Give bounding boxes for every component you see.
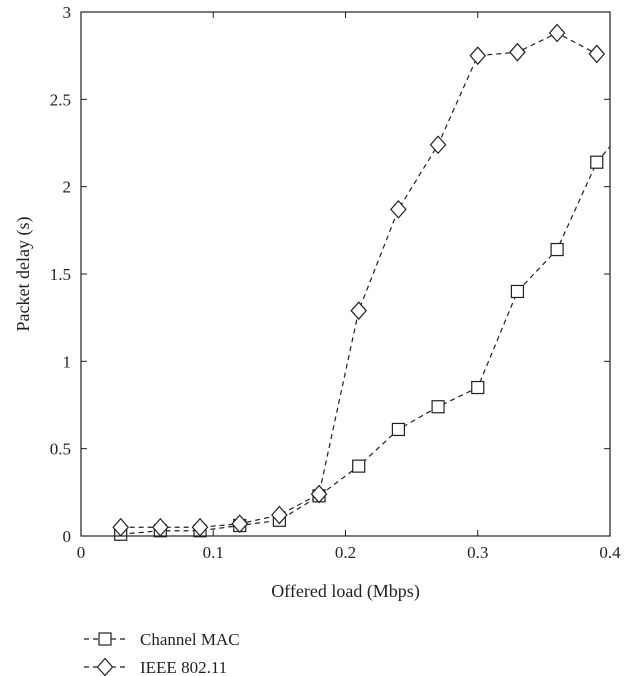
x-tick-label: 0.2 — [335, 543, 356, 562]
y-tick-label: 1.5 — [50, 265, 71, 284]
y-tick-label: 2.5 — [50, 90, 71, 109]
plot-marks — [112, 23, 611, 541]
legend: Channel MAC IEEE 802.11 — [84, 630, 240, 676]
data-point-ieee-802-11 — [548, 23, 566, 43]
data-point-ieee-802-11 — [350, 301, 368, 321]
series-line-ieee-802-11 — [120, 32, 598, 528]
legend-item-channel-mac: Channel MAC — [84, 630, 240, 649]
data-point-channel-mac — [391, 422, 405, 437]
data-point-channel-mac — [550, 242, 564, 257]
data-point-ieee-802-11 — [509, 42, 526, 62]
legend-label: Channel MAC — [140, 630, 240, 649]
y-tick-label: 3 — [63, 3, 72, 22]
legend-marker — [98, 632, 112, 646]
plot-frame — [80, 11, 611, 537]
y-tick-label: 0 — [63, 527, 72, 546]
data-point-channel-mac — [352, 459, 366, 473]
x-tick-label: 0 — [77, 543, 86, 562]
legend-marker — [96, 657, 114, 676]
y-tick-label: 1 — [63, 352, 72, 371]
data-point-ieee-802-11 — [588, 44, 606, 64]
data-point-channel-mac — [590, 155, 604, 169]
axis-ticks: 0 0.1 0.2 0.3 0.4 0 0.5 1 1.5 2 2.5 3 — [50, 3, 621, 562]
data-point-channel-mac — [471, 380, 485, 395]
series-line-channel-mac — [120, 161, 598, 535]
x-axis-label: Offered load (Mbps) — [271, 581, 420, 602]
legend-label: IEEE 802.11 — [140, 658, 227, 676]
y-tick-label: 2 — [63, 178, 72, 197]
x-tick-label: 0.4 — [599, 543, 621, 562]
x-tick-label: 0.1 — [203, 543, 224, 562]
data-point-ieee-802-11 — [271, 505, 288, 525]
legend-item-ieee-802-11: IEEE 802.11 — [84, 657, 227, 676]
x-tick-label: 0.3 — [467, 543, 488, 562]
data-point-channel-mac — [431, 400, 445, 414]
y-axis-label: Packet delay (s) — [13, 217, 34, 332]
data-point-ieee-802-11 — [310, 484, 328, 504]
data-point-channel-mac — [510, 284, 525, 299]
data-point-ieee-802-11 — [231, 514, 249, 534]
y-tick-label: 0.5 — [50, 440, 71, 459]
series-channel-mac — [114, 155, 604, 541]
data-point-ieee-802-11 — [390, 199, 407, 219]
series-ieee-802-11 — [112, 23, 606, 537]
data-point-ieee-802-11 — [469, 46, 487, 66]
data-point-ieee-802-11 — [429, 135, 447, 155]
